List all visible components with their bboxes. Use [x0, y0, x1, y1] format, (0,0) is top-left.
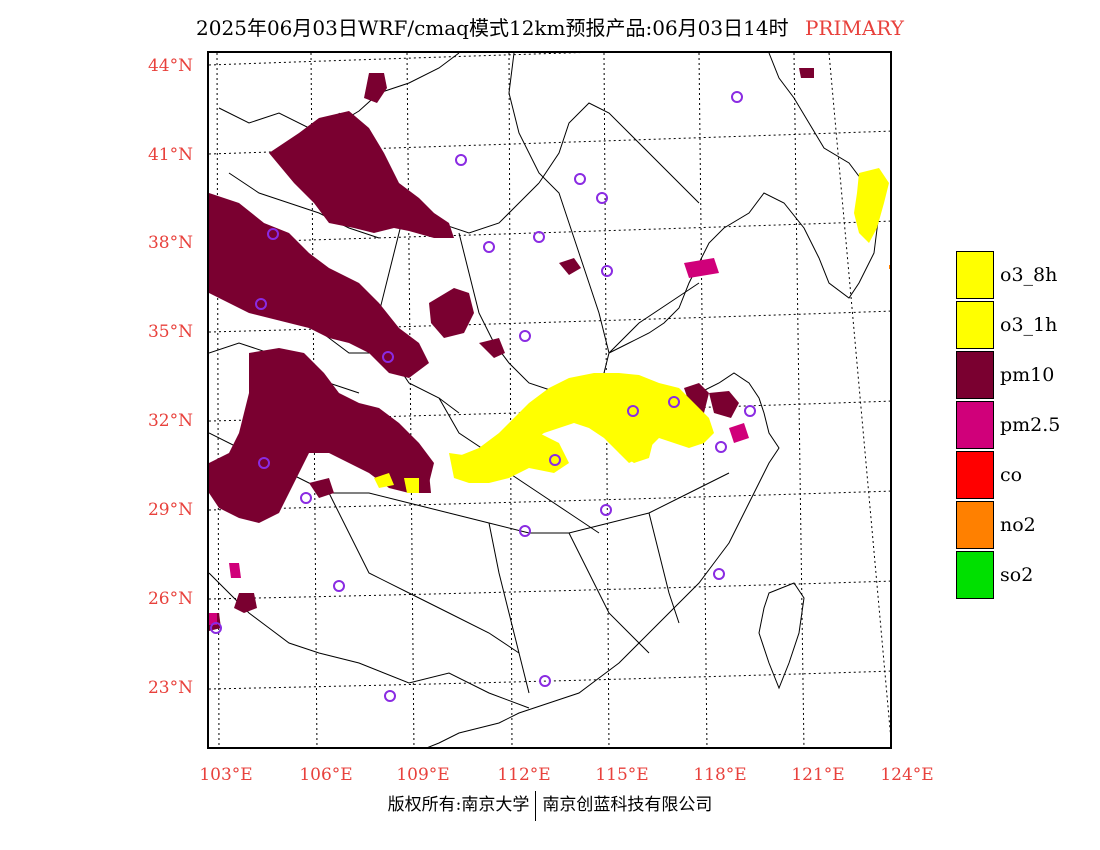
legend-label: o3_8h	[1000, 264, 1058, 286]
lat-label-32: 32°N	[147, 411, 193, 431]
pm10-regions	[209, 68, 814, 631]
lat-label-23: 23°N	[147, 678, 193, 698]
lon-label-121: 121°E	[791, 765, 845, 785]
legend-swatch	[956, 551, 994, 599]
lon-label-106: 106°E	[299, 765, 353, 785]
lon-label-115: 115°E	[595, 765, 649, 785]
o3-regions	[374, 168, 889, 493]
legend-item-no2: no2	[956, 500, 1096, 550]
copyright-footer: 版权所有:南京大学 南京创蓝科技有限公司	[0, 790, 1100, 821]
lat-label-29: 29°N	[147, 500, 193, 520]
legend-item-pm10: pm10	[956, 350, 1096, 400]
footer-left: 版权所有:南京大学	[387, 795, 530, 815]
legend-item-o3-1h: o3_1h	[956, 300, 1096, 350]
legend-item-o3-8h: o3_8h	[956, 250, 1096, 300]
legend-swatch	[956, 301, 994, 349]
legend-swatch	[956, 401, 994, 449]
lon-label-124: 124°E	[880, 765, 934, 785]
title-primary-tag: PRIMARY	[804, 16, 904, 40]
legend-label: pm10	[1000, 364, 1055, 386]
no2-spot	[889, 265, 890, 269]
legend-swatch	[956, 251, 994, 299]
footer-separator	[535, 790, 537, 821]
legend-item-pm25: pm2.5	[956, 400, 1096, 450]
lat-label-35: 35°N	[147, 322, 193, 342]
lat-label-44: 44°N	[147, 56, 193, 76]
legend-label: so2	[1000, 564, 1034, 586]
legend-item-co: co	[956, 450, 1096, 500]
lon-label-112: 112°E	[497, 765, 551, 785]
title-text: 2025年06月03日WRF/cmaq模式12km预报产品:06月03日14时	[196, 16, 789, 40]
lon-label-109: 109°E	[396, 765, 450, 785]
lat-label-41: 41°N	[147, 145, 193, 165]
lon-label-103: 103°E	[199, 765, 253, 785]
legend: o3_8h o3_1h pm10 pm2.5 co no2 so2	[956, 250, 1096, 600]
lat-label-26: 26°N	[147, 589, 193, 609]
legend-label: no2	[1000, 514, 1036, 536]
footer-right: 南京创蓝科技有限公司	[542, 795, 713, 815]
legend-label: co	[1000, 464, 1023, 486]
legend-label: o3_1h	[1000, 314, 1058, 336]
forecast-map	[209, 53, 890, 747]
legend-swatch	[956, 351, 994, 399]
map-title: 2025年06月03日WRF/cmaq模式12km预报产品:06月03日14时 …	[0, 12, 1100, 41]
legend-item-so2: so2	[956, 550, 1096, 600]
map-frame[interactable]	[207, 51, 892, 749]
legend-swatch	[956, 501, 994, 549]
station-markers	[210, 91, 756, 702]
legend-swatch	[956, 451, 994, 499]
lat-label-38: 38°N	[147, 233, 193, 253]
legend-label: pm2.5	[1000, 414, 1061, 436]
lon-label-118: 118°E	[693, 765, 747, 785]
